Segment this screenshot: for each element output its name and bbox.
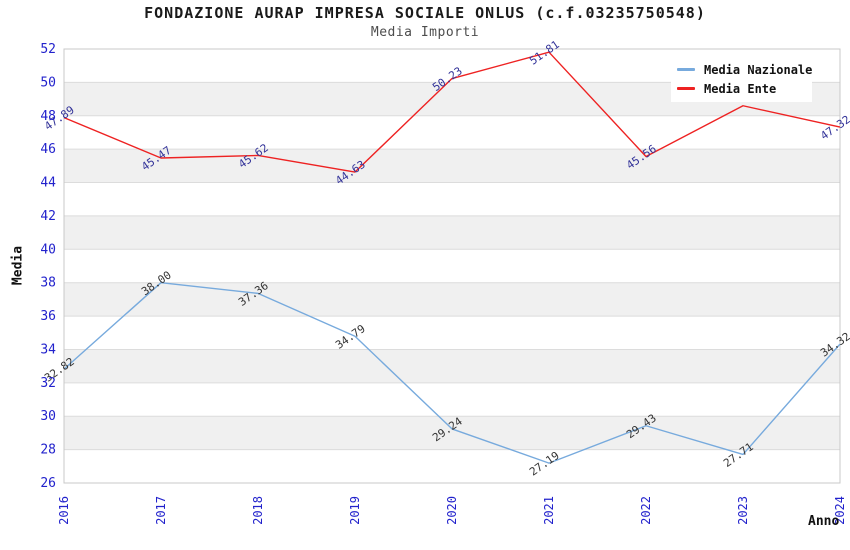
plot-band	[64, 215, 840, 250]
y-tick-label: 36	[40, 309, 56, 324]
plot-band	[64, 416, 840, 450]
legend-item-media-nazionale: Media Nazionale	[677, 60, 812, 79]
chart-title: FONDAZIONE AURAP IMPRESA SOCIALE ONLUS (…	[144, 4, 706, 22]
y-axis-title: Media	[10, 245, 26, 286]
data-label: 51.81	[527, 38, 562, 68]
y-tick-label: 42	[40, 209, 56, 224]
plot-band	[64, 349, 840, 383]
plot-border	[63, 48, 841, 484]
legend-label: Media Nazionale	[704, 62, 813, 77]
x-tick-label: 2017	[154, 496, 168, 525]
legend-dash-icon	[677, 68, 695, 71]
data-label: 27.19	[527, 449, 562, 479]
plot-band	[64, 149, 840, 183]
plot-band	[64, 282, 840, 317]
x-tick-label: 2024	[833, 496, 847, 525]
y-tick-label: 26	[40, 476, 56, 491]
x-axis-title: Anno	[808, 514, 840, 529]
y-tick-label: 34	[40, 342, 56, 357]
y-tick-label: 46	[40, 142, 56, 157]
legend-label: Media Ente	[704, 81, 777, 96]
x-tick-label: 2022	[639, 496, 653, 525]
x-tick-label: 2018	[251, 496, 265, 525]
chart-legend: Media Nazionale Media Ente	[671, 56, 812, 102]
y-tick-label: 38	[40, 276, 56, 291]
legend-item-media-ente: Media Ente	[677, 79, 812, 98]
y-tick-label: 30	[40, 409, 56, 424]
legend-dash-icon	[677, 87, 695, 90]
chart-subtitle: Media Importi	[370, 25, 480, 40]
data-label: 34.79	[333, 322, 368, 352]
y-tick-label: 50	[40, 75, 56, 90]
y-tick-label: 32	[40, 376, 56, 391]
y-tick-label: 44	[40, 176, 56, 191]
x-tick-label: 2016	[57, 496, 71, 525]
y-tick-label: 28	[40, 443, 56, 458]
data-label: 47.32	[818, 113, 850, 143]
series-line-media-nazionale	[63, 281, 841, 464]
x-tick-label: 2019	[348, 496, 362, 525]
x-tick-label: 2023	[736, 496, 750, 525]
y-tick-label: 52	[40, 42, 56, 57]
x-tick-label: 2020	[445, 496, 459, 525]
y-tick-label: 40	[40, 242, 56, 257]
y-tick-label: 48	[40, 109, 56, 124]
series-line-media-ente	[63, 51, 841, 173]
x-tick-label: 2021	[542, 496, 556, 525]
